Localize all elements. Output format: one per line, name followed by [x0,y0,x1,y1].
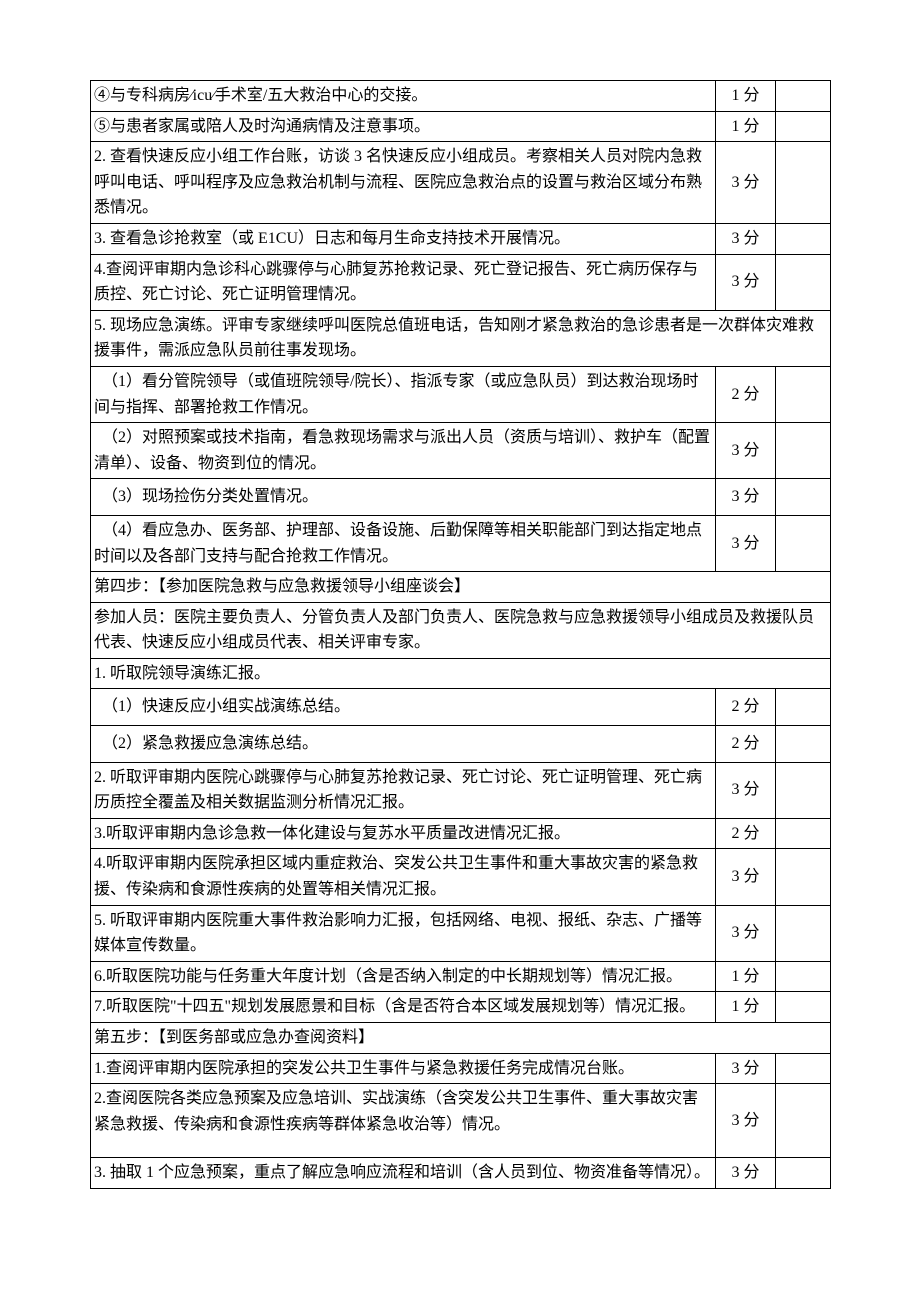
table-row: （1）看分管院领导（或值班院领导/院长）、指派专家（或应急队员）到达救治现场时间… [91,366,831,422]
row-remark [776,689,831,726]
row-score: 2 分 [716,366,776,422]
table-row: （4）看应急办、医务部、护理部、设备设施、后勤保障等相关职能部门到达指定地点时间… [91,515,831,571]
row-score: 1 分 [716,961,776,992]
evaluation-table: ④与专科病房⁄icu⁄手术室/五大救治中心的交接。1 分⑤与患者家属或陪人及时沟… [90,80,831,1189]
row-description: （2）对照预案或技术指南，看急救现场需求与派出人员（资质与培训）、救护车（配置清… [91,423,716,479]
row-text: 5. 现场应急演练。评审专家继续呼叫医院总值班电话，告知刚才紧急救治的急诊患者是… [91,310,831,366]
row-score: 3 分 [716,905,776,961]
row-description: （4）看应急办、医务部、护理部、设备设施、后勤保障等相关职能部门到达指定地点时间… [91,515,716,571]
table-row: 4.查阅评审期内急诊科心跳骤停与心肺复苏抢救记录、死亡登记报告、死亡病历保存与质… [91,254,831,310]
table-row: 3. 抽取 1 个应急预案，重点了解应急响应流程和培训（含人员到位、物资准备等情… [91,1158,831,1189]
table-row: 5. 现场应急演练。评审专家继续呼叫医院总值班电话，告知刚才紧急救治的急诊患者是… [91,310,831,366]
table-row: 7.听取医院"十四五"规划发展愿景和目标（含是否符合本区域发展规划等）情况汇报。… [91,992,831,1023]
row-score: 3 分 [716,1084,776,1158]
table-row: 4.听取评审期内医院承担区域内重症救治、突发公共卫生事件和重大事故灾害的紧急救援… [91,849,831,905]
row-remark [776,223,831,254]
row-remark [776,849,831,905]
row-description: 5. 听取评审期内医院重大事件救治影响力汇报，包括网络、电视、报纸、杂志、广播等… [91,905,716,961]
row-remark [776,1053,831,1084]
row-description: 2. 听取评审期内医院心跳骤停与心肺复苏抢救记录、死亡讨论、死亡证明管理、死亡病… [91,762,716,818]
row-score: 2 分 [716,818,776,849]
table-row: ⑤与患者家属或陪人及时沟通病情及注意事项。1 分 [91,111,831,142]
row-score: 3 分 [716,254,776,310]
row-description: 3. 查看急诊抢救室（或 E1CU）日志和每月生命支持技术开展情况。 [91,223,716,254]
table-row: 1. 听取院领导演练汇报。 [91,658,831,689]
row-score: 3 分 [716,423,776,479]
row-remark [776,515,831,571]
row-score: 3 分 [716,1158,776,1189]
row-remark [776,726,831,763]
table-row: （2）紧急救援应急演练总结。2 分 [91,726,831,763]
row-description: 3.听取评审期内急诊急救一体化建设与复苏水平质量改进情况汇报。 [91,818,716,849]
row-text: 第四步：【参加医院急救与应急救援领导小组座谈会】 [91,572,831,603]
row-description: （1）看分管院领导（或值班院领导/院长）、指派专家（或应急队员）到达救治现场时间… [91,366,716,422]
table-row: 1.查阅评审期内医院承担的突发公共卫生事件与紧急救援任务完成情况台账。3 分 [91,1053,831,1084]
row-score: 3 分 [716,142,776,224]
row-description: 2.查阅医院各类应急预案及应急培训、实战演练（含突发公共卫生事件、重大事故灾害紧… [91,1084,716,1158]
row-description: 2. 查看快速反应小组工作台账，访谈 3 名快速反应小组成员。考察相关人员对院内… [91,142,716,224]
row-remark [776,992,831,1023]
row-score: 1 分 [716,111,776,142]
row-score: 3 分 [716,849,776,905]
table-row: 第五步：【到医务部或应急办查阅资料】 [91,1023,831,1054]
row-remark [776,905,831,961]
row-description: （1）快速反应小组实战演练总结。 [91,689,716,726]
row-text: 1. 听取院领导演练汇报。 [91,658,831,689]
row-score: 1 分 [716,81,776,112]
table-row: 第四步：【参加医院急救与应急救援领导小组座谈会】 [91,572,831,603]
table-row: ④与专科病房⁄icu⁄手术室/五大救治中心的交接。1 分 [91,81,831,112]
row-remark [776,961,831,992]
row-remark [776,479,831,516]
row-description: 1.查阅评审期内医院承担的突发公共卫生事件与紧急救援任务完成情况台账。 [91,1053,716,1084]
row-description: ⑤与患者家属或陪人及时沟通病情及注意事项。 [91,111,716,142]
table-row: 2.查阅医院各类应急预案及应急培训、实战演练（含突发公共卫生事件、重大事故灾害紧… [91,1084,831,1158]
row-description: （2）紧急救援应急演练总结。 [91,726,716,763]
table-row: （1）快速反应小组实战演练总结。2 分 [91,689,831,726]
row-description: ④与专科病房⁄icu⁄手术室/五大救治中心的交接。 [91,81,716,112]
row-score: 1 分 [716,992,776,1023]
row-text: 第五步：【到医务部或应急办查阅资料】 [91,1023,831,1054]
table-row: 2. 听取评审期内医院心跳骤停与心肺复苏抢救记录、死亡讨论、死亡证明管理、死亡病… [91,762,831,818]
table-row: 2. 查看快速反应小组工作台账，访谈 3 名快速反应小组成员。考察相关人员对院内… [91,142,831,224]
row-score: 2 分 [716,726,776,763]
table-row: （3）现场捡伤分类处置情况。3 分 [91,479,831,516]
row-score: 3 分 [716,762,776,818]
row-score: 3 分 [716,515,776,571]
row-score: 2 分 [716,689,776,726]
row-description: （3）现场捡伤分类处置情况。 [91,479,716,516]
row-remark [776,818,831,849]
row-remark [776,423,831,479]
row-remark [776,1084,831,1158]
row-score: 3 分 [716,479,776,516]
row-remark [776,366,831,422]
row-score: 3 分 [716,223,776,254]
row-description: 4.听取评审期内医院承担区域内重症救治、突发公共卫生事件和重大事故灾害的紧急救援… [91,849,716,905]
table-row: （2）对照预案或技术指南，看急救现场需求与派出人员（资质与培训）、救护车（配置清… [91,423,831,479]
table-row: 3.听取评审期内急诊急救一体化建设与复苏水平质量改进情况汇报。2 分 [91,818,831,849]
table-row: 参加人员：医院主要负责人、分管负责人及部门负责人、医院急救与应急救援领导小组成员… [91,602,831,658]
row-description: 4.查阅评审期内急诊科心跳骤停与心肺复苏抢救记录、死亡登记报告、死亡病历保存与质… [91,254,716,310]
row-remark [776,142,831,224]
table-row: 3. 查看急诊抢救室（或 E1CU）日志和每月生命支持技术开展情况。3 分 [91,223,831,254]
row-remark [776,254,831,310]
row-remark [776,1158,831,1189]
table-row: 6.听取医院功能与任务重大年度计划（含是否纳入制定的中长期规划等）情况汇报。1 … [91,961,831,992]
row-remark [776,81,831,112]
table-row: 5. 听取评审期内医院重大事件救治影响力汇报，包括网络、电视、报纸、杂志、广播等… [91,905,831,961]
row-score: 3 分 [716,1053,776,1084]
table-body: ④与专科病房⁄icu⁄手术室/五大救治中心的交接。1 分⑤与患者家属或陪人及时沟… [91,81,831,1189]
row-description: 3. 抽取 1 个应急预案，重点了解应急响应流程和培训（含人员到位、物资准备等情… [91,1158,716,1189]
row-text: 参加人员：医院主要负责人、分管负责人及部门负责人、医院急救与应急救援领导小组成员… [91,602,831,658]
row-remark [776,111,831,142]
row-description: 7.听取医院"十四五"规划发展愿景和目标（含是否符合本区域发展规划等）情况汇报。 [91,992,716,1023]
row-remark [776,762,831,818]
row-description: 6.听取医院功能与任务重大年度计划（含是否纳入制定的中长期规划等）情况汇报。 [91,961,716,992]
